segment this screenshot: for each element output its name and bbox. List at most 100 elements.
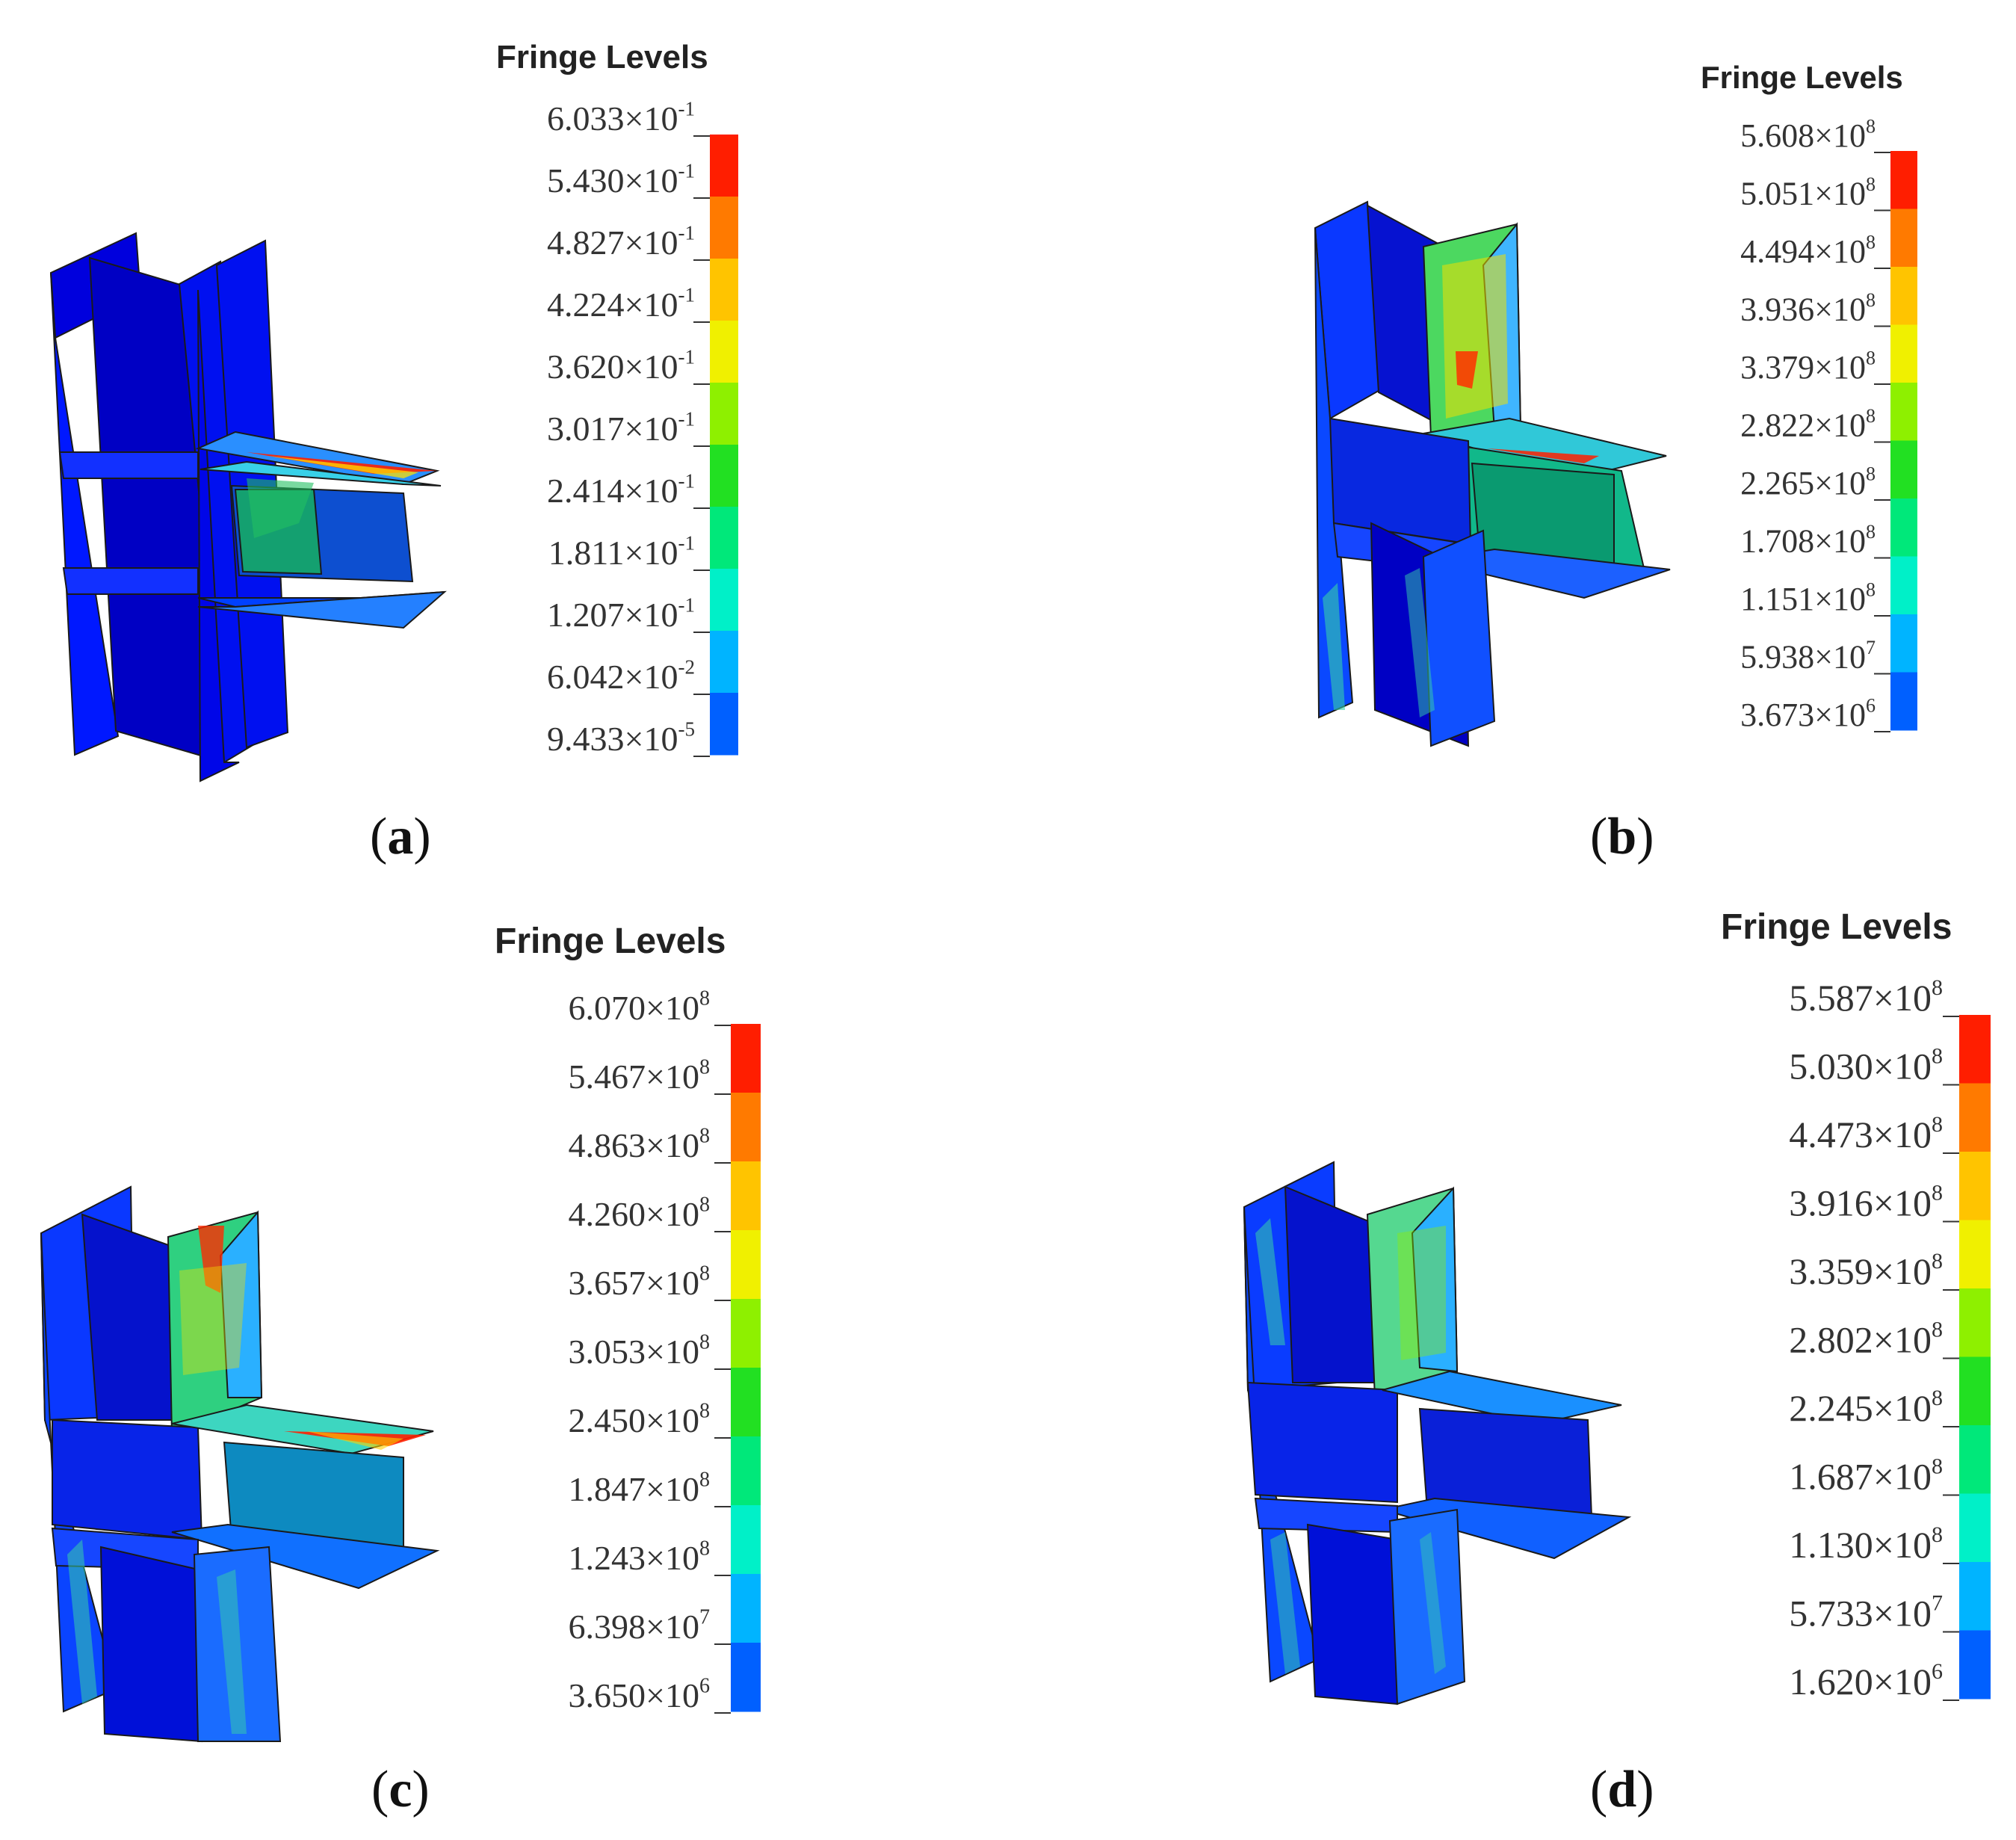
- fringe-level-label: 4.224×10-1: [547, 284, 695, 324]
- fringe-level-label: 2.802×108: [1789, 1318, 1943, 1361]
- legend-title-a: Fringe Levels: [496, 39, 708, 75]
- fringe-level-label: 3.916×108: [1789, 1181, 1943, 1224]
- fringe-bar-segment: [710, 445, 738, 507]
- fringe-level-label: 4.827×10-1: [547, 222, 695, 262]
- fringe-bar-segment: [731, 1161, 761, 1231]
- fringe-level-label: 3.650×106: [569, 1675, 710, 1714]
- fringe-level-label: 1.847×108: [569, 1469, 710, 1508]
- fringe-bar-segment: [731, 1505, 761, 1575]
- fringe-bar-segment: [1959, 1152, 1991, 1220]
- fringe-bar-segment: [731, 1643, 761, 1712]
- fringe-bar-segment: [1959, 1630, 1991, 1699]
- fringe-level-label: 1.687×108: [1789, 1454, 1943, 1498]
- fringe-level-label: 3.657×108: [569, 1262, 710, 1302]
- fringe-bar-segment: [710, 383, 738, 445]
- fringe-level-label: 3.359×108: [1789, 1249, 1943, 1292]
- fringe-bar-segment: [710, 569, 738, 632]
- fringe-level-label: 3.053×108: [569, 1331, 710, 1371]
- fringe-bar-segment: [1959, 1562, 1991, 1631]
- fringe-bar-segment: [1890, 383, 1917, 441]
- fringe-legend-c: 6.070×108 5.467×108 4.863×108 4.260×108 3.65…: [569, 987, 761, 1714]
- fringe-level-label: 1.620×106: [1789, 1659, 1943, 1702]
- fringe-level-label: 6.070×108: [569, 987, 710, 1027]
- fringe-level-label: 2.414×10-1: [547, 470, 695, 510]
- fringe-level-label: 3.620×10-1: [547, 346, 695, 386]
- fringe-bar-segment: [731, 1024, 761, 1093]
- fringe-level-label: 6.033×10-1: [547, 98, 695, 138]
- fringe-bar-segment: [1959, 1083, 1991, 1152]
- fringe-bar-segment: [1959, 1425, 1991, 1494]
- fringe-bar-segment: [710, 631, 738, 694]
- fringe-level-label: 4.494×108: [1740, 232, 1876, 270]
- fringe-level-label: 4.260×108: [569, 1194, 710, 1233]
- fringe-level-label: 1.130×108: [1789, 1522, 1943, 1566]
- fringe-level-label: 3.936×108: [1740, 289, 1876, 327]
- fringe-bar-segment: [710, 321, 738, 383]
- fringe-level-label: 5.430×10-1: [547, 160, 695, 200]
- fringe-legend-a: 6.033×10-1 5.430×10-1 4.827×10-1 4.224×10-1…: [547, 98, 738, 758]
- fringe-bar-segment: [710, 259, 738, 321]
- joint-model-a: [49, 232, 447, 782]
- fringe-level-label: 2.245×108: [1789, 1386, 1943, 1429]
- fringe-bar-segment: [731, 1436, 761, 1506]
- fringe-legend-d: 5.587×108 5.030×108 4.473×108 3.916×108 3.35…: [1789, 975, 1991, 1702]
- fringe-level-label: 2.265×108: [1740, 463, 1876, 501]
- fringe-bar-segment: [1890, 209, 1917, 268]
- fringe-bar-segment: [710, 135, 738, 197]
- fringe-bar-segment: [1959, 1288, 1991, 1357]
- fringe-bar-segment: [731, 1299, 761, 1368]
- fringe-level-label: 6.042×10-2: [547, 656, 695, 696]
- fringe-level-label: 1.243×108: [569, 1537, 710, 1577]
- fringe-bar-segment: [731, 1574, 761, 1643]
- fringe-level-label: 1.708×108: [1740, 521, 1876, 559]
- fringe-bar-segment: [710, 197, 738, 259]
- fringe-bar-segment: [710, 693, 738, 756]
- fringe-bar-segment: [1890, 556, 1917, 615]
- fringe-level-label: 4.863×108: [569, 1125, 710, 1164]
- fringe-bar-segment: [1890, 324, 1917, 383]
- fringe-bar-segment: [1890, 614, 1917, 673]
- fringe-level-label: 4.473×108: [1789, 1112, 1943, 1155]
- caption-c: (c): [371, 1761, 430, 1818]
- fringe-bar-segment: [1890, 498, 1917, 557]
- fringe-level-label: 1.811×10-1: [548, 532, 695, 572]
- fringe-level-label: 5.938×107: [1740, 637, 1876, 675]
- fringe-level-label: 2.450×108: [569, 1400, 710, 1439]
- fringe-level-label: 3.017×10-1: [547, 408, 695, 448]
- fringe-bar-segment: [1890, 440, 1917, 499]
- fringe-legend-b: 5.608×108 5.051×108 4.494×108 3.936×108 3.37…: [1740, 116, 1917, 733]
- fringe-level-label: 3.379×108: [1740, 348, 1876, 386]
- fringe-level-label: 5.467×108: [569, 1056, 710, 1096]
- fringe-bar-segment: [1959, 1015, 1991, 1084]
- fringe-bar-segment: [731, 1230, 761, 1300]
- fringe-level-label: 2.822×108: [1740, 405, 1876, 443]
- fringe-bar-segment: [1959, 1493, 1991, 1563]
- caption-b: (b): [1590, 808, 1654, 865]
- fringe-level-label: 5.733×107: [1789, 1591, 1943, 1634]
- fringe-level-label: 3.673×106: [1740, 695, 1876, 733]
- fringe-bar-segment: [731, 1093, 761, 1162]
- legend-title-b: Fringe Levels: [1701, 60, 1903, 95]
- fringe-level-label: 5.608×108: [1740, 116, 1876, 154]
- fringe-bar-segment: [1890, 672, 1917, 731]
- fringe-bar-segment: [1890, 267, 1917, 325]
- caption-a: (a): [370, 808, 431, 865]
- fringe-bar-segment: [710, 507, 738, 569]
- fringe-bar-segment: [731, 1368, 761, 1437]
- fringe-level-label: 5.051×108: [1740, 173, 1876, 212]
- legend-title-c: Fringe Levels: [495, 921, 726, 961]
- fringe-level-label: 1.207×10-1: [547, 594, 695, 634]
- fringe-level-label: 5.030×108: [1789, 1044, 1943, 1087]
- fringe-level-label: 9.433×10-5: [547, 718, 695, 758]
- fringe-level-label: 1.151×108: [1740, 579, 1876, 617]
- fringe-bar-segment: [1959, 1356, 1991, 1426]
- caption-d: (d): [1590, 1761, 1654, 1818]
- fringe-bar-segment: [1890, 151, 1917, 209]
- joint-model-b: [1314, 200, 1671, 747]
- fringe-bar-segment: [1959, 1220, 1991, 1289]
- fringe-level-label: 6.398×107: [569, 1606, 710, 1646]
- legend-title-d: Fringe Levels: [1721, 907, 1952, 947]
- fringe-level-label: 5.587×108: [1789, 975, 1943, 1019]
- joint-model-c: [40, 1185, 440, 1743]
